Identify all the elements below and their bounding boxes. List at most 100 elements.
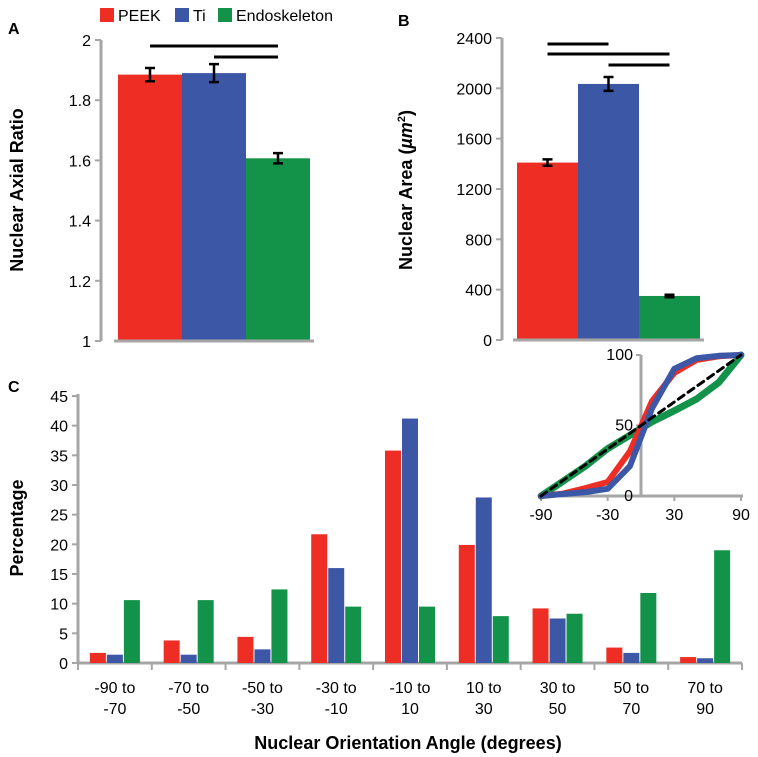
- inset-y-tick-label: 100: [606, 347, 633, 364]
- panel-c-bar-endoskeleton: [123, 600, 140, 663]
- panel-c-bar-ti: [180, 654, 197, 663]
- panel-c-bar-peek: [606, 647, 623, 663]
- panel-a-error-bar: [273, 151, 283, 165]
- inset-x-tick-label: -30: [596, 507, 619, 524]
- panel-c-x-tick-label: 10 to: [466, 680, 502, 697]
- panel-c-bar-endoskeleton: [345, 606, 362, 663]
- panel-c-bar-ti: [254, 649, 271, 663]
- panel-a-chart: Nuclear Axial Ratio 1 1.2 1.4 1.6 1.8 2: [7, 33, 314, 351]
- panel-c-bar-peek: [163, 640, 180, 663]
- panel-c-x-tick-label: -70 to: [168, 680, 209, 697]
- panel-c-x-axis-title: Nuclear Orientation Angle (degrees): [254, 733, 561, 753]
- panel-c-inset-chart: 0 50 100 -90 -30 30 90: [523, 343, 757, 530]
- panel-b-y-tick-label: 400: [465, 283, 492, 300]
- inset-line-ti: [538, 352, 744, 499]
- panel-a-bar-peek: [118, 74, 182, 342]
- panel-c-x-tick-label: -70: [103, 701, 126, 718]
- panel-a-error-bar: [145, 66, 155, 83]
- panel-a-y-tick-label: 1.4: [69, 214, 91, 231]
- panel-b-y-tick-label: 1200: [456, 182, 492, 199]
- panel-c-x-tick-label: 90: [696, 701, 714, 718]
- panel-b-chart: Nuclear Area (µm2) 0 400 800 1200 1600 2000 24…: [396, 31, 704, 350]
- panel-a-y-tick-label: 1: [82, 334, 91, 351]
- panel-a-bar-ti: [182, 73, 246, 342]
- panel-c-x-tick-label: 10: [401, 701, 419, 718]
- panel-c-bar-peek: [385, 450, 401, 663]
- panel-c-x-tick-label: 70 to: [687, 680, 723, 697]
- panel-c-x-tick-label: -50: [177, 701, 200, 718]
- panel-c-bar-ti: [106, 654, 123, 663]
- panel-b-error-bar: [542, 158, 553, 167]
- legend-swatch-endo: [218, 8, 232, 22]
- panel-b-bar-ti: [578, 83, 639, 340]
- panel-c-y-tick-label: 25: [50, 508, 68, 525]
- panel-c-bar-endoskeleton: [640, 592, 657, 663]
- panel-c-bar-peek: [89, 652, 106, 663]
- panel-c-x-tick-label: -50 to: [242, 680, 283, 697]
- panel-c-x-tick-label: 30: [475, 701, 493, 718]
- panel-c-y-tick-label: 20: [50, 537, 68, 554]
- panel-c-x-tick-label: -10: [325, 701, 348, 718]
- panel-b-y-axis-title: Nuclear Area (µm2): [396, 110, 416, 270]
- panel-c-bar-endoskeleton: [419, 606, 435, 663]
- panel-c-y-axis-title: Percentage: [7, 479, 27, 576]
- panel-a-error-bar: [209, 62, 219, 84]
- panel-label-a: A: [8, 21, 20, 38]
- panel-c-bar-ti: [475, 497, 492, 663]
- legend: PEEK Ti Endoskeleton: [100, 8, 333, 25]
- panel-c-y-tick-label: 35: [50, 448, 68, 465]
- legend-swatch-peek: [100, 8, 114, 22]
- panel-c-chart: Percentage Nuclear Orientation Angle (de…: [7, 389, 743, 753]
- panel-c-bar-endoskeleton: [492, 616, 509, 663]
- inset-line-uniform: [539, 353, 743, 498]
- legend-label-ti: Ti: [193, 8, 206, 25]
- legend-swatch-ti: [175, 8, 189, 22]
- panel-c-bar-ti: [549, 618, 566, 663]
- panel-a-bar-endoskeleton: [246, 158, 310, 341]
- panel-c-bar-peek: [680, 657, 697, 663]
- panel-b-y-tick-label: 0: [483, 333, 492, 350]
- panel-c-bar-peek: [532, 608, 549, 663]
- panel-c-x-tick-label: 30 to: [540, 680, 576, 697]
- panel-b-error-bar: [603, 75, 614, 93]
- inset-y-tick-label: 50: [615, 418, 633, 435]
- panel-b-y-title-suffix: ): [396, 110, 416, 116]
- panel-c-bar-endoskeleton: [714, 550, 731, 663]
- panel-b-y-tick-label: 2400: [456, 31, 492, 48]
- panel-c-y-tick-label: 0: [59, 656, 68, 673]
- panel-c-x-tick-label: -30 to: [316, 680, 357, 697]
- panel-c-x-tick-label: 70: [622, 701, 640, 718]
- inset-x-tick-label: -90: [529, 507, 552, 524]
- panel-b-y-title-prefix: Nuclear Area (: [396, 149, 416, 270]
- panel-label-c: C: [8, 379, 20, 396]
- panel-b-y-tick-label: 2000: [456, 81, 492, 98]
- panel-label-b: B: [398, 13, 410, 30]
- panel-c-bar-ti: [402, 418, 418, 663]
- panel-c-bar-ti: [697, 658, 714, 663]
- panel-b-y-tick-label: 800: [465, 232, 492, 249]
- panel-c-x-tick-label: -10 to: [390, 680, 431, 697]
- panel-c-bar-peek: [237, 636, 254, 663]
- panel-c-bar-endoskeleton: [197, 600, 214, 663]
- panel-c-bar-endoskeleton: [566, 613, 583, 663]
- legend-label-peek: PEEK: [118, 8, 161, 25]
- inset-x-tick-label: 90: [732, 507, 750, 524]
- panel-c-x-tick-label: -30: [251, 701, 274, 718]
- inset-x-tick-label: 30: [665, 507, 683, 524]
- panel-c-bar-peek: [458, 544, 475, 663]
- panel-c-y-tick-label: 30: [50, 478, 68, 495]
- panel-b-y-title-exp: 2: [396, 116, 408, 122]
- panel-b-y-tick-label: 1600: [456, 132, 492, 149]
- panel-c-y-tick-label: 5: [59, 626, 68, 643]
- panel-b-bar-endoskeleton: [639, 295, 700, 340]
- panel-b-bar-peek: [517, 162, 578, 340]
- panel-a-y-tick-label: 1.6: [69, 153, 91, 170]
- panel-c-bar-endoskeleton: [271, 589, 288, 663]
- panel-c-bar-ti: [623, 652, 640, 663]
- panel-a-y-tick-label: 1.8: [69, 93, 91, 110]
- panel-c-y-tick-label: 45: [50, 389, 68, 406]
- panel-c-x-tick-label: 50: [549, 701, 567, 718]
- panel-c-bar-ti: [328, 568, 345, 663]
- panel-c-x-tick-label: 50 to: [614, 680, 650, 697]
